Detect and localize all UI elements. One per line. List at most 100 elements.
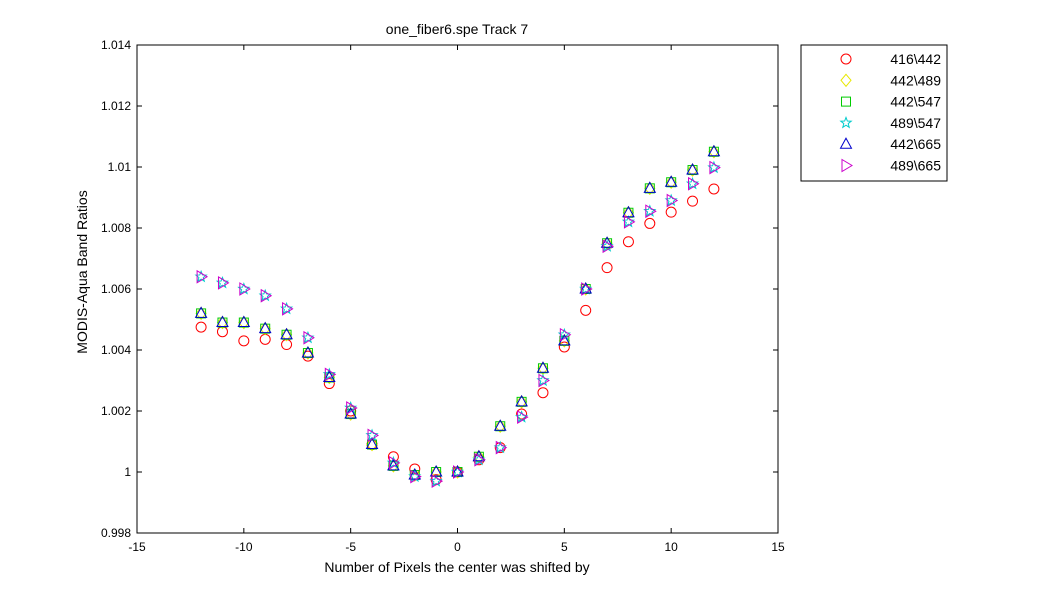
- data-point: [666, 193, 679, 208]
- x-tick-label: -5: [345, 540, 356, 554]
- data-point: [365, 437, 379, 450]
- data-point: [260, 288, 273, 303]
- x-tick-label: 10: [664, 540, 678, 554]
- data-point: [622, 205, 635, 218]
- data-point: [409, 463, 421, 475]
- data-point: [708, 144, 720, 159]
- data-point: [495, 440, 508, 455]
- data-point: [239, 282, 251, 296]
- data-point: [665, 175, 677, 190]
- chart-title: one_fiber6.spe Track 7: [386, 21, 529, 37]
- y-axis-label: MODIS-Aqua Band Ratios: [74, 190, 90, 353]
- data-point: [643, 181, 657, 193]
- legend-label: 416\442: [890, 51, 941, 67]
- data-point: [195, 321, 207, 333]
- x-tick-label: 15: [771, 540, 785, 554]
- data-point: [687, 195, 699, 207]
- data-point: [474, 452, 486, 467]
- data-point: [453, 465, 465, 479]
- data-point: [238, 335, 250, 347]
- data-point: [237, 315, 251, 328]
- data-point: [303, 330, 315, 345]
- data-point: [600, 236, 614, 248]
- data-point: [195, 306, 207, 321]
- x-tick-label: 0: [454, 540, 461, 554]
- data-point: [409, 468, 421, 482]
- data-point: [494, 419, 506, 434]
- data-point: [216, 315, 229, 328]
- y-tick-label: 1.008: [101, 221, 131, 235]
- legend: 416\442 442\489 442\547 489\547 442\665 489\6…: [800, 44, 948, 182]
- y-tick-label: 1.006: [101, 282, 131, 296]
- legend-marker: [841, 96, 851, 107]
- y-axis: 0.998 1 1.002 1.004 1.006 1.008 1.01 1.012 1.014: [101, 38, 778, 540]
- data-point: [282, 301, 294, 316]
- data-point: [280, 327, 293, 342]
- data-point: [301, 346, 315, 358]
- data-point: [644, 181, 656, 196]
- data-point: [707, 144, 721, 157]
- legend-marker: [840, 53, 852, 65]
- legend-label: 442\665: [890, 136, 941, 152]
- data-point: [515, 394, 528, 407]
- data-point: [216, 315, 229, 330]
- y-tick-label: 1: [124, 465, 131, 479]
- data-point: [602, 239, 615, 254]
- data-point: [644, 217, 656, 229]
- data-point: [558, 341, 570, 353]
- legend-box: [800, 44, 948, 182]
- data-point: [429, 464, 443, 477]
- data-point: [366, 437, 378, 452]
- data-point: [709, 160, 721, 175]
- data-point: [238, 315, 250, 330]
- x-tick-label: -15: [128, 540, 146, 554]
- data-point: [302, 346, 314, 360]
- data-point: [623, 215, 636, 229]
- data-markers: [194, 144, 721, 489]
- data-point: [346, 401, 358, 415]
- series-5: [196, 160, 721, 489]
- data-point: [601, 262, 613, 274]
- legend-marker: [841, 158, 853, 173]
- data-point: [645, 204, 657, 219]
- data-point: [431, 474, 444, 489]
- legend-label: 442\547: [890, 94, 941, 110]
- y-tick-label: 1.014: [101, 38, 131, 52]
- data-point: [515, 395, 528, 409]
- x-axis: -15 -10 -5 0 5 10 15: [128, 45, 785, 554]
- data-point: [388, 455, 401, 470]
- data-point: [194, 306, 208, 318]
- data-point: [517, 410, 529, 424]
- x-axis-label: Number of Pixels the center was shifted …: [324, 559, 589, 575]
- data-point: [472, 449, 486, 462]
- data-point: [580, 304, 592, 316]
- y-tick-label: 1.002: [101, 404, 131, 418]
- legend-marker: [839, 137, 853, 149]
- data-point: [258, 321, 272, 334]
- x-tick-label: -10: [235, 540, 253, 554]
- data-point: [537, 387, 549, 399]
- data-point: [688, 176, 700, 191]
- legend-label: 442\489: [890, 72, 941, 88]
- data-point: [622, 236, 634, 248]
- data-point: [217, 276, 230, 290]
- data-point: [493, 419, 507, 431]
- data-point: [367, 428, 380, 443]
- data-point: [664, 175, 678, 187]
- legend-marker: [840, 73, 852, 88]
- x-tick-label: 5: [561, 540, 568, 554]
- legend-label: 489\547: [890, 115, 941, 131]
- y-tick-label: 1.012: [101, 99, 131, 113]
- data-point: [536, 361, 550, 373]
- data-point: [280, 327, 293, 340]
- data-point: [259, 321, 271, 336]
- data-point: [708, 183, 720, 195]
- plot-area: [136, 44, 779, 534]
- y-tick-label: 0.998: [101, 526, 131, 540]
- legend-label: 489\665: [890, 158, 941, 174]
- legend-marker: [839, 115, 853, 129]
- data-point: [686, 163, 699, 177]
- data-point: [538, 373, 550, 388]
- data-point: [324, 367, 337, 382]
